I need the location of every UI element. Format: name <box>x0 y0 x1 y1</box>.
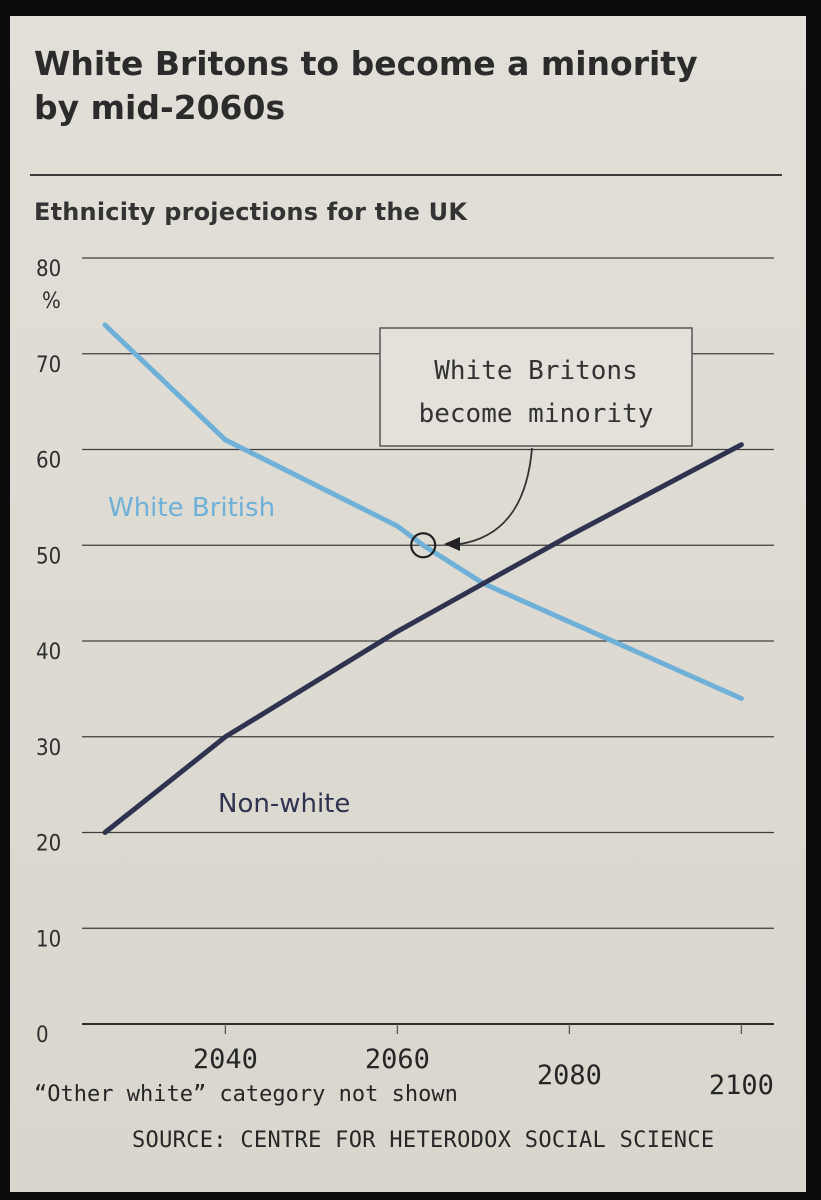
line-chart: 0 10 20 30 40 50 60 70 80% 2040 2060 2080 2100 Whit… <box>36 257 774 1101</box>
y-tick-label-30: 30 <box>36 736 61 761</box>
series-line-white-british <box>102 322 744 701</box>
title-divider <box>30 174 782 176</box>
x-axis-ticks: 2040 2060 2080 2100 <box>193 1024 774 1101</box>
source-line: SOURCE: CENTRE FOR HETERODOX SOCIAL SCIE… <box>132 1128 715 1153</box>
chart-subtitle: Ethnicity projections for the UK <box>34 198 468 226</box>
footnote: “Other white” category not shown <box>34 1082 458 1107</box>
y-tick-label-60: 60 <box>36 449 61 474</box>
gridlines <box>82 257 774 1025</box>
annotation-text-line1: White Britons <box>434 356 638 386</box>
annotation-arrow-line <box>459 447 533 545</box>
y-tick-label-50: 50 <box>36 544 61 569</box>
newspaper-clipping: White Britons to become a minority by mi… <box>10 16 806 1192</box>
x-tick-label-2040: 2040 <box>193 1044 258 1075</box>
series-line-non-white <box>102 442 744 835</box>
annotation-box <box>379 327 693 447</box>
series-label-white-british: White British <box>108 493 275 523</box>
annotation-arrowhead <box>444 537 460 551</box>
annotation-group: White Britons become minority <box>379 327 693 559</box>
x-tick-label-2060: 2060 <box>365 1044 430 1075</box>
series-lines: White British Non-white <box>102 322 744 835</box>
y-tick-label-20: 20 <box>36 832 61 857</box>
y-axis-labels: 0 10 20 30 40 50 60 70 80% <box>36 257 61 1048</box>
y-tick-label-10: 10 <box>36 927 61 952</box>
y-axis-unit: % <box>42 289 61 314</box>
y-tick-label-0: 0 <box>36 1023 49 1048</box>
y-tick-label-80: 80 <box>36 257 61 282</box>
y-tick-label-40: 40 <box>36 640 61 665</box>
x-tick-label-2100: 2100 <box>709 1070 774 1101</box>
series-label-non-white: Non-white <box>218 789 350 819</box>
crossover-marker <box>410 532 437 559</box>
annotation-text-line2: become minority <box>419 399 654 429</box>
chart-title: White Britons to become a minority by mi… <box>34 44 698 127</box>
x-tick-label-2080: 2080 <box>537 1060 602 1091</box>
y-tick-label-70: 70 <box>36 353 61 378</box>
